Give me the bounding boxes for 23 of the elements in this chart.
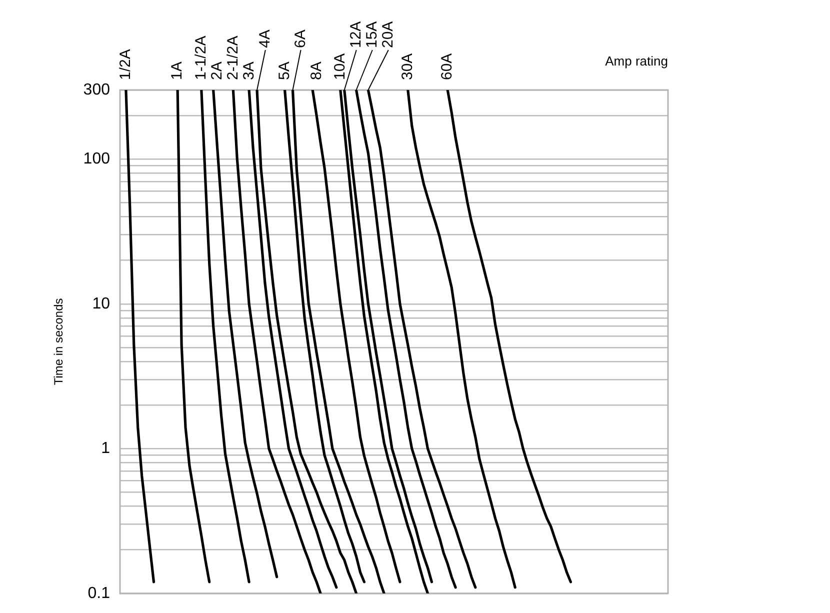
text: 4A (256, 30, 274, 48)
text: 15A (364, 21, 381, 48)
text: Amp rating (605, 54, 668, 69)
y-tick-label: 100 (83, 150, 110, 168)
text: 12A (348, 21, 365, 48)
text: 6A (292, 30, 309, 48)
text: 1A (168, 62, 186, 80)
text: 1-1/2A (192, 36, 210, 80)
text: 60A (438, 53, 456, 80)
text: 20A (380, 21, 397, 48)
text: 1/2A (117, 49, 134, 80)
text: 2A (208, 62, 226, 80)
y-tick-label: 300 (83, 81, 110, 98)
text: 10A (332, 53, 349, 80)
y-axis-title: Time in seconds (52, 298, 66, 386)
text: 30A (399, 53, 416, 80)
y-tick-label: 1 (101, 440, 110, 458)
y-tick-label: 10 (92, 295, 110, 312)
text: 2-1/2A (224, 36, 242, 80)
text: 8A (308, 62, 325, 80)
text: 3A (240, 62, 258, 80)
y-tick-label: 0.1 (88, 584, 110, 602)
text: 5A (276, 62, 293, 80)
